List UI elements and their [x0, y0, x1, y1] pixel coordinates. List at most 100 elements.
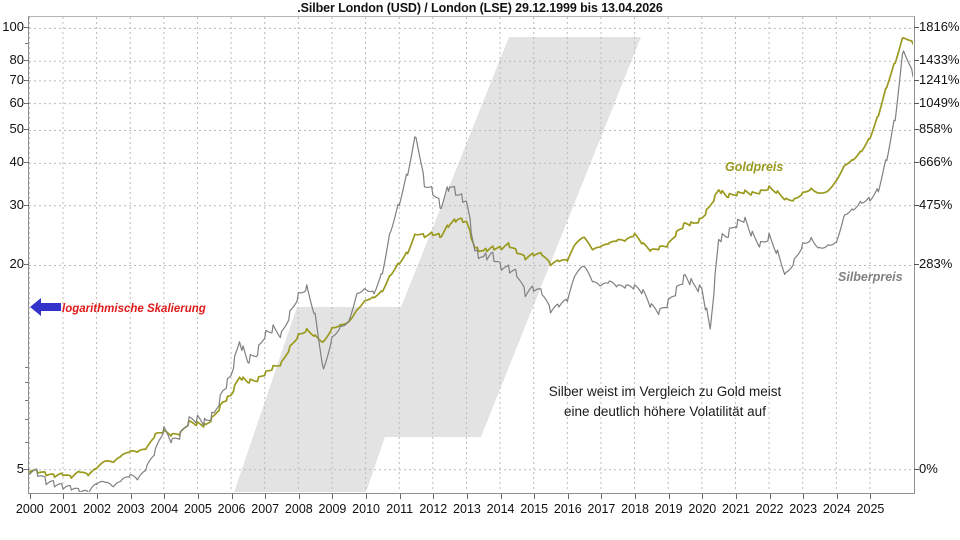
x-tick-label: 2013 [453, 502, 481, 516]
y-right-tick [914, 162, 919, 164]
y-left-tick-label: 80 [9, 52, 24, 68]
y-left-minor-tick [25, 382, 28, 384]
x-tick-label: 2010 [352, 502, 380, 516]
x-tick [836, 494, 838, 499]
y-right-tick-label: 1049% [919, 94, 960, 110]
y-left-tick-label: 100 [2, 19, 24, 35]
x-tick [803, 494, 805, 499]
watermark-logo [234, 37, 641, 492]
x-tick [769, 494, 771, 499]
y-left-minor-tick [25, 129, 28, 131]
y-left-minor-tick [25, 102, 28, 104]
x-tick [130, 494, 132, 499]
x-tick-label: 2009 [318, 502, 347, 516]
x-tick [197, 494, 199, 499]
y-right-tick [914, 60, 919, 62]
x-tick-label: 2012 [419, 502, 448, 516]
x-tick [466, 494, 468, 499]
y-left-minor-tick [25, 366, 28, 368]
volatility-note-line1: Silber weist im Vergleich zu Gold meist [548, 384, 782, 399]
x-tick-label: 2001 [49, 502, 78, 516]
x-tick-label: 2020 [688, 502, 717, 516]
y-left-minor-tick [25, 399, 28, 401]
y-left-minor-tick [25, 419, 28, 421]
y-right-tick [914, 468, 919, 470]
volatility-note-line2: eine deutlich höhere Volatilität auf [564, 404, 766, 419]
x-tick [433, 494, 435, 499]
y-left-tick-label: 30 [9, 196, 24, 212]
x-tick [735, 494, 737, 499]
x-tick-label: 2025 [856, 502, 885, 516]
x-tick-label: 2011 [386, 502, 414, 516]
series-label-silberpreis: Silberpreis [838, 270, 903, 284]
x-tick [635, 494, 637, 499]
page-title: .Silber London (USD) / London (LSE) 29.1… [297, 1, 663, 15]
y-left-minor-tick [25, 162, 28, 164]
x-tick [601, 494, 603, 499]
x-tick-label: 2017 [587, 502, 616, 516]
series-line-goldpreis [29, 36, 913, 480]
x-tick [63, 494, 65, 499]
x-tick [97, 494, 99, 499]
y-left-tick-label: 40 [9, 154, 24, 170]
series-label-goldpreis: Goldpreis [725, 160, 784, 174]
x-tick-label: 2002 [83, 502, 111, 516]
y-left-tick-label: 70 [9, 71, 24, 87]
y-right-tick [914, 79, 919, 81]
x-tick [870, 494, 872, 499]
y-left-minor-tick [25, 468, 28, 470]
x-tick [298, 494, 300, 499]
x-tick-label: 2014 [486, 502, 515, 516]
x-tick-label: 2007 [251, 502, 280, 516]
x-tick-label: 2023 [789, 502, 818, 516]
x-tick-label: 2024 [822, 502, 851, 516]
y-left-minor-tick [25, 60, 28, 62]
x-tick-label: 2015 [520, 502, 549, 516]
y-left-tick-label: 50 [9, 121, 24, 137]
x-tick-label: 2021 [722, 502, 750, 516]
x-tick-label: 2022 [755, 502, 784, 516]
x-tick [702, 494, 704, 499]
x-tick [164, 494, 166, 499]
y-left-tick-label: 5 [16, 460, 24, 476]
x-tick-label: 2006 [217, 502, 246, 516]
log-scale-note: logarithmische Skalierung [62, 303, 206, 315]
y-left-minor-tick [25, 79, 28, 81]
y-right-tick [914, 102, 919, 104]
y-left-minor-tick [25, 27, 28, 29]
plot-canvas [29, 17, 913, 492]
y-right-tick-label: 1241% [919, 71, 960, 87]
x-tick [29, 494, 31, 499]
y-right-tick-label: 1433% [919, 52, 960, 68]
x-tick [231, 494, 233, 499]
y-right-tick-label: 858% [919, 121, 953, 137]
series-line-silberpreis [29, 50, 913, 492]
y-right-tick-label: 0% [919, 460, 938, 476]
x-tick [265, 494, 267, 499]
volatility-note: Silber weist im Vergleich zu Gold meist e… [549, 382, 782, 422]
left-arrow-icon [30, 298, 61, 316]
x-tick [567, 494, 569, 499]
x-tick-label: 2000 [15, 502, 44, 516]
plot-area [28, 16, 915, 494]
y-right-tick-label: 283% [919, 256, 953, 272]
y-right-tick [914, 204, 919, 206]
y-left-tick-label: 20 [9, 256, 24, 272]
x-tick-label: 2008 [284, 502, 313, 516]
y-right-tick [914, 27, 919, 29]
x-tick-label: 2019 [654, 502, 683, 516]
x-tick-label: 2003 [116, 502, 145, 516]
x-tick [668, 494, 670, 499]
x-tick [399, 494, 401, 499]
x-tick-label: 2005 [184, 502, 212, 516]
y-left-minor-tick [25, 204, 28, 206]
y-left-minor-tick [25, 441, 28, 443]
x-tick [332, 494, 334, 499]
x-tick [366, 494, 368, 499]
gridlines [29, 17, 913, 492]
y-right-tick-label: 475% [919, 196, 953, 212]
x-tick-label: 2004 [150, 502, 179, 516]
y-right-tick [914, 264, 919, 266]
x-tick-label: 2016 [553, 502, 582, 516]
